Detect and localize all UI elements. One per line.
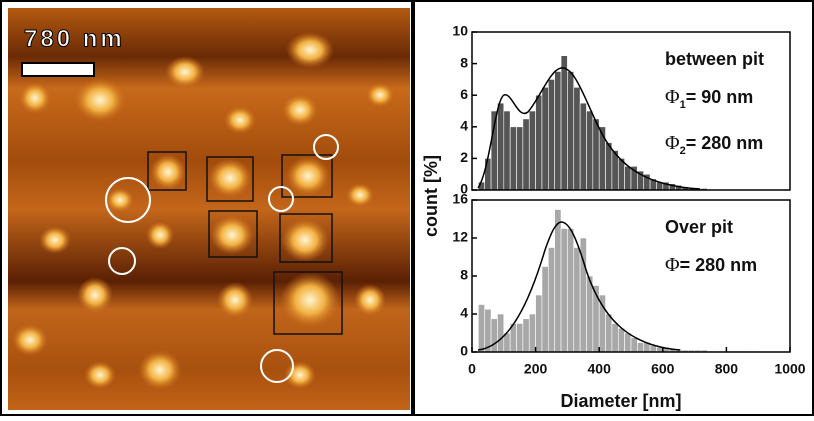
bar xyxy=(599,127,605,190)
bar xyxy=(555,210,561,353)
bar xyxy=(491,319,497,352)
x-tick-label: 0 xyxy=(468,361,476,377)
bar xyxy=(606,143,612,190)
x-axis-label: Diameter [nm] xyxy=(560,391,681,411)
x-tick-label: 600 xyxy=(651,361,675,377)
bar xyxy=(536,95,542,190)
symbol: Φ xyxy=(665,254,680,276)
bar xyxy=(497,103,503,190)
bar xyxy=(625,333,631,352)
bar xyxy=(580,103,586,190)
bar xyxy=(606,314,612,352)
bar xyxy=(478,305,484,353)
annotation-text: = 90 nm xyxy=(686,87,754,107)
afm-image: 780 nm xyxy=(8,8,410,410)
annotation: Over pit xyxy=(665,217,733,237)
bar xyxy=(625,166,631,190)
bar xyxy=(555,72,561,191)
symbol: Φ xyxy=(665,132,680,154)
x-tick-label: 400 xyxy=(588,361,612,377)
bar xyxy=(485,158,491,190)
y-tick-label: 0 xyxy=(460,343,468,359)
x-tick-label: 1000 xyxy=(774,361,805,377)
bar xyxy=(612,324,618,353)
bar xyxy=(504,111,510,190)
annotation-text: = 280 nm xyxy=(680,255,758,275)
bar xyxy=(548,248,554,353)
x-tick-label: 800 xyxy=(715,361,739,377)
y-tick-label: 2 xyxy=(460,149,468,165)
annotation-text: = 280 nm xyxy=(686,133,764,153)
bar xyxy=(542,267,548,353)
figure: 780 nm 0246810count [%]between pitΦ1= 90… xyxy=(0,0,814,416)
bar xyxy=(510,127,516,190)
bar xyxy=(618,328,624,352)
bar xyxy=(567,229,573,353)
bar xyxy=(637,343,643,353)
y-tick-label: 12 xyxy=(452,229,468,245)
bar xyxy=(631,338,637,352)
bar xyxy=(586,276,592,352)
y-tick-label: 8 xyxy=(460,267,468,283)
bar xyxy=(523,319,529,352)
bar xyxy=(574,248,580,353)
bar xyxy=(561,229,567,353)
bar xyxy=(567,72,573,191)
symbol: Φ xyxy=(665,86,680,108)
bar xyxy=(561,56,567,190)
y-tick-label: 6 xyxy=(460,86,468,102)
bar xyxy=(517,127,523,190)
bar xyxy=(574,87,580,190)
bar xyxy=(529,111,535,190)
bar xyxy=(586,111,592,190)
y-tick-label: 16 xyxy=(452,191,468,207)
y-tick-label: 10 xyxy=(452,23,468,39)
y-tick-label: 4 xyxy=(460,305,468,321)
bar xyxy=(548,79,554,190)
x-tick-label: 200 xyxy=(524,361,548,377)
bar xyxy=(599,295,605,352)
bar xyxy=(523,119,529,190)
bar xyxy=(497,314,503,352)
scale-label: 780 nm xyxy=(24,25,125,52)
bar xyxy=(536,295,542,352)
y-tick-label: 8 xyxy=(460,54,468,70)
annotation: Φ= 280 nm xyxy=(665,254,757,276)
annotation: between pit xyxy=(665,49,764,69)
bar xyxy=(517,324,523,353)
bar xyxy=(593,119,599,190)
y-axis-label: count [%] xyxy=(421,155,441,237)
bar xyxy=(529,314,535,352)
bar xyxy=(542,87,548,190)
y-tick-label: 4 xyxy=(460,118,468,134)
